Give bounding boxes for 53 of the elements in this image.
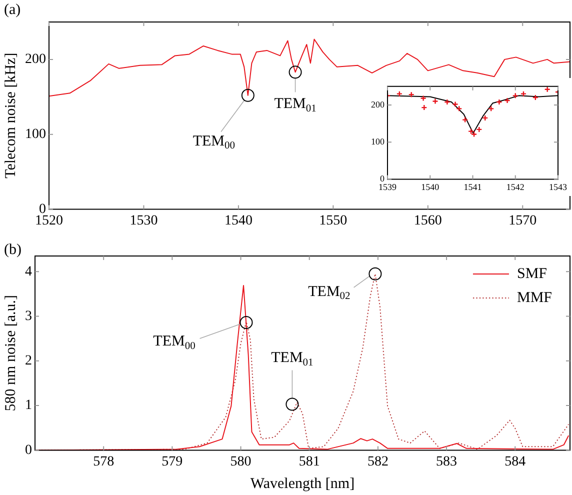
y-tick-label: 200 (25, 52, 46, 68)
y-tick-label: 200 (371, 99, 385, 110)
y-tick-label: 1 (25, 398, 32, 414)
point (462, 116, 468, 123)
y-tick-label: 2 (25, 354, 32, 369)
x-tick-label: 582 (367, 454, 388, 470)
point (482, 114, 488, 122)
text: (a) (4, 2, 21, 19)
point (408, 91, 414, 98)
legend-label: SMF (516, 266, 548, 282)
y-tick-label: 0 (380, 174, 385, 184)
y-tick-label: 100 (25, 126, 46, 142)
x-tick-label: 581 (298, 454, 320, 470)
x-tick-label: 583 (436, 454, 458, 470)
y-axis-title: 580 nm noise [a.u.] (2, 294, 19, 412)
x-tick-label: 1570 (508, 213, 537, 228)
x-tick-label: 1539 (378, 182, 397, 192)
point (468, 128, 474, 134)
point (420, 95, 426, 102)
x-tick-label: 579 (162, 454, 183, 470)
x-tick-label: 584 (504, 454, 526, 470)
point (396, 90, 403, 97)
y-tick-label: 100 (371, 136, 385, 146)
x-tick-label: 1560 (414, 213, 442, 228)
point (532, 94, 539, 101)
point (432, 98, 438, 104)
point (504, 97, 510, 104)
point (444, 98, 450, 106)
y-tick-label: 3 (25, 308, 32, 324)
x-tick-label: 1550 (319, 213, 348, 228)
x-axis-title: Wavelength [nm] (250, 476, 355, 492)
point (470, 131, 478, 138)
y-tick-label: 4 (25, 264, 32, 280)
point (496, 98, 502, 106)
x-tick-label: 1520 (35, 213, 63, 228)
y-axis-title: Telecom noise [kHz] (2, 52, 19, 178)
point (476, 126, 482, 133)
legend-label: MMF (516, 290, 552, 306)
text: (b) (4, 242, 22, 259)
point (421, 104, 428, 111)
point (520, 90, 527, 97)
y-tick-label: 0 (25, 442, 32, 458)
x-tick-label: 1540 (421, 182, 440, 192)
point (512, 92, 518, 99)
point (488, 106, 494, 112)
x-tick-label: 1541 (464, 182, 482, 192)
x-tick-label: 580 (230, 454, 252, 470)
x-tick-label: 1542 (506, 182, 524, 192)
x-tick-label: 1543 (549, 182, 568, 192)
x-tick-label: 1540 (224, 213, 252, 228)
x-tick-label: 1530 (130, 213, 158, 228)
x-tick-label: 578 (93, 454, 114, 470)
point (544, 86, 550, 92)
